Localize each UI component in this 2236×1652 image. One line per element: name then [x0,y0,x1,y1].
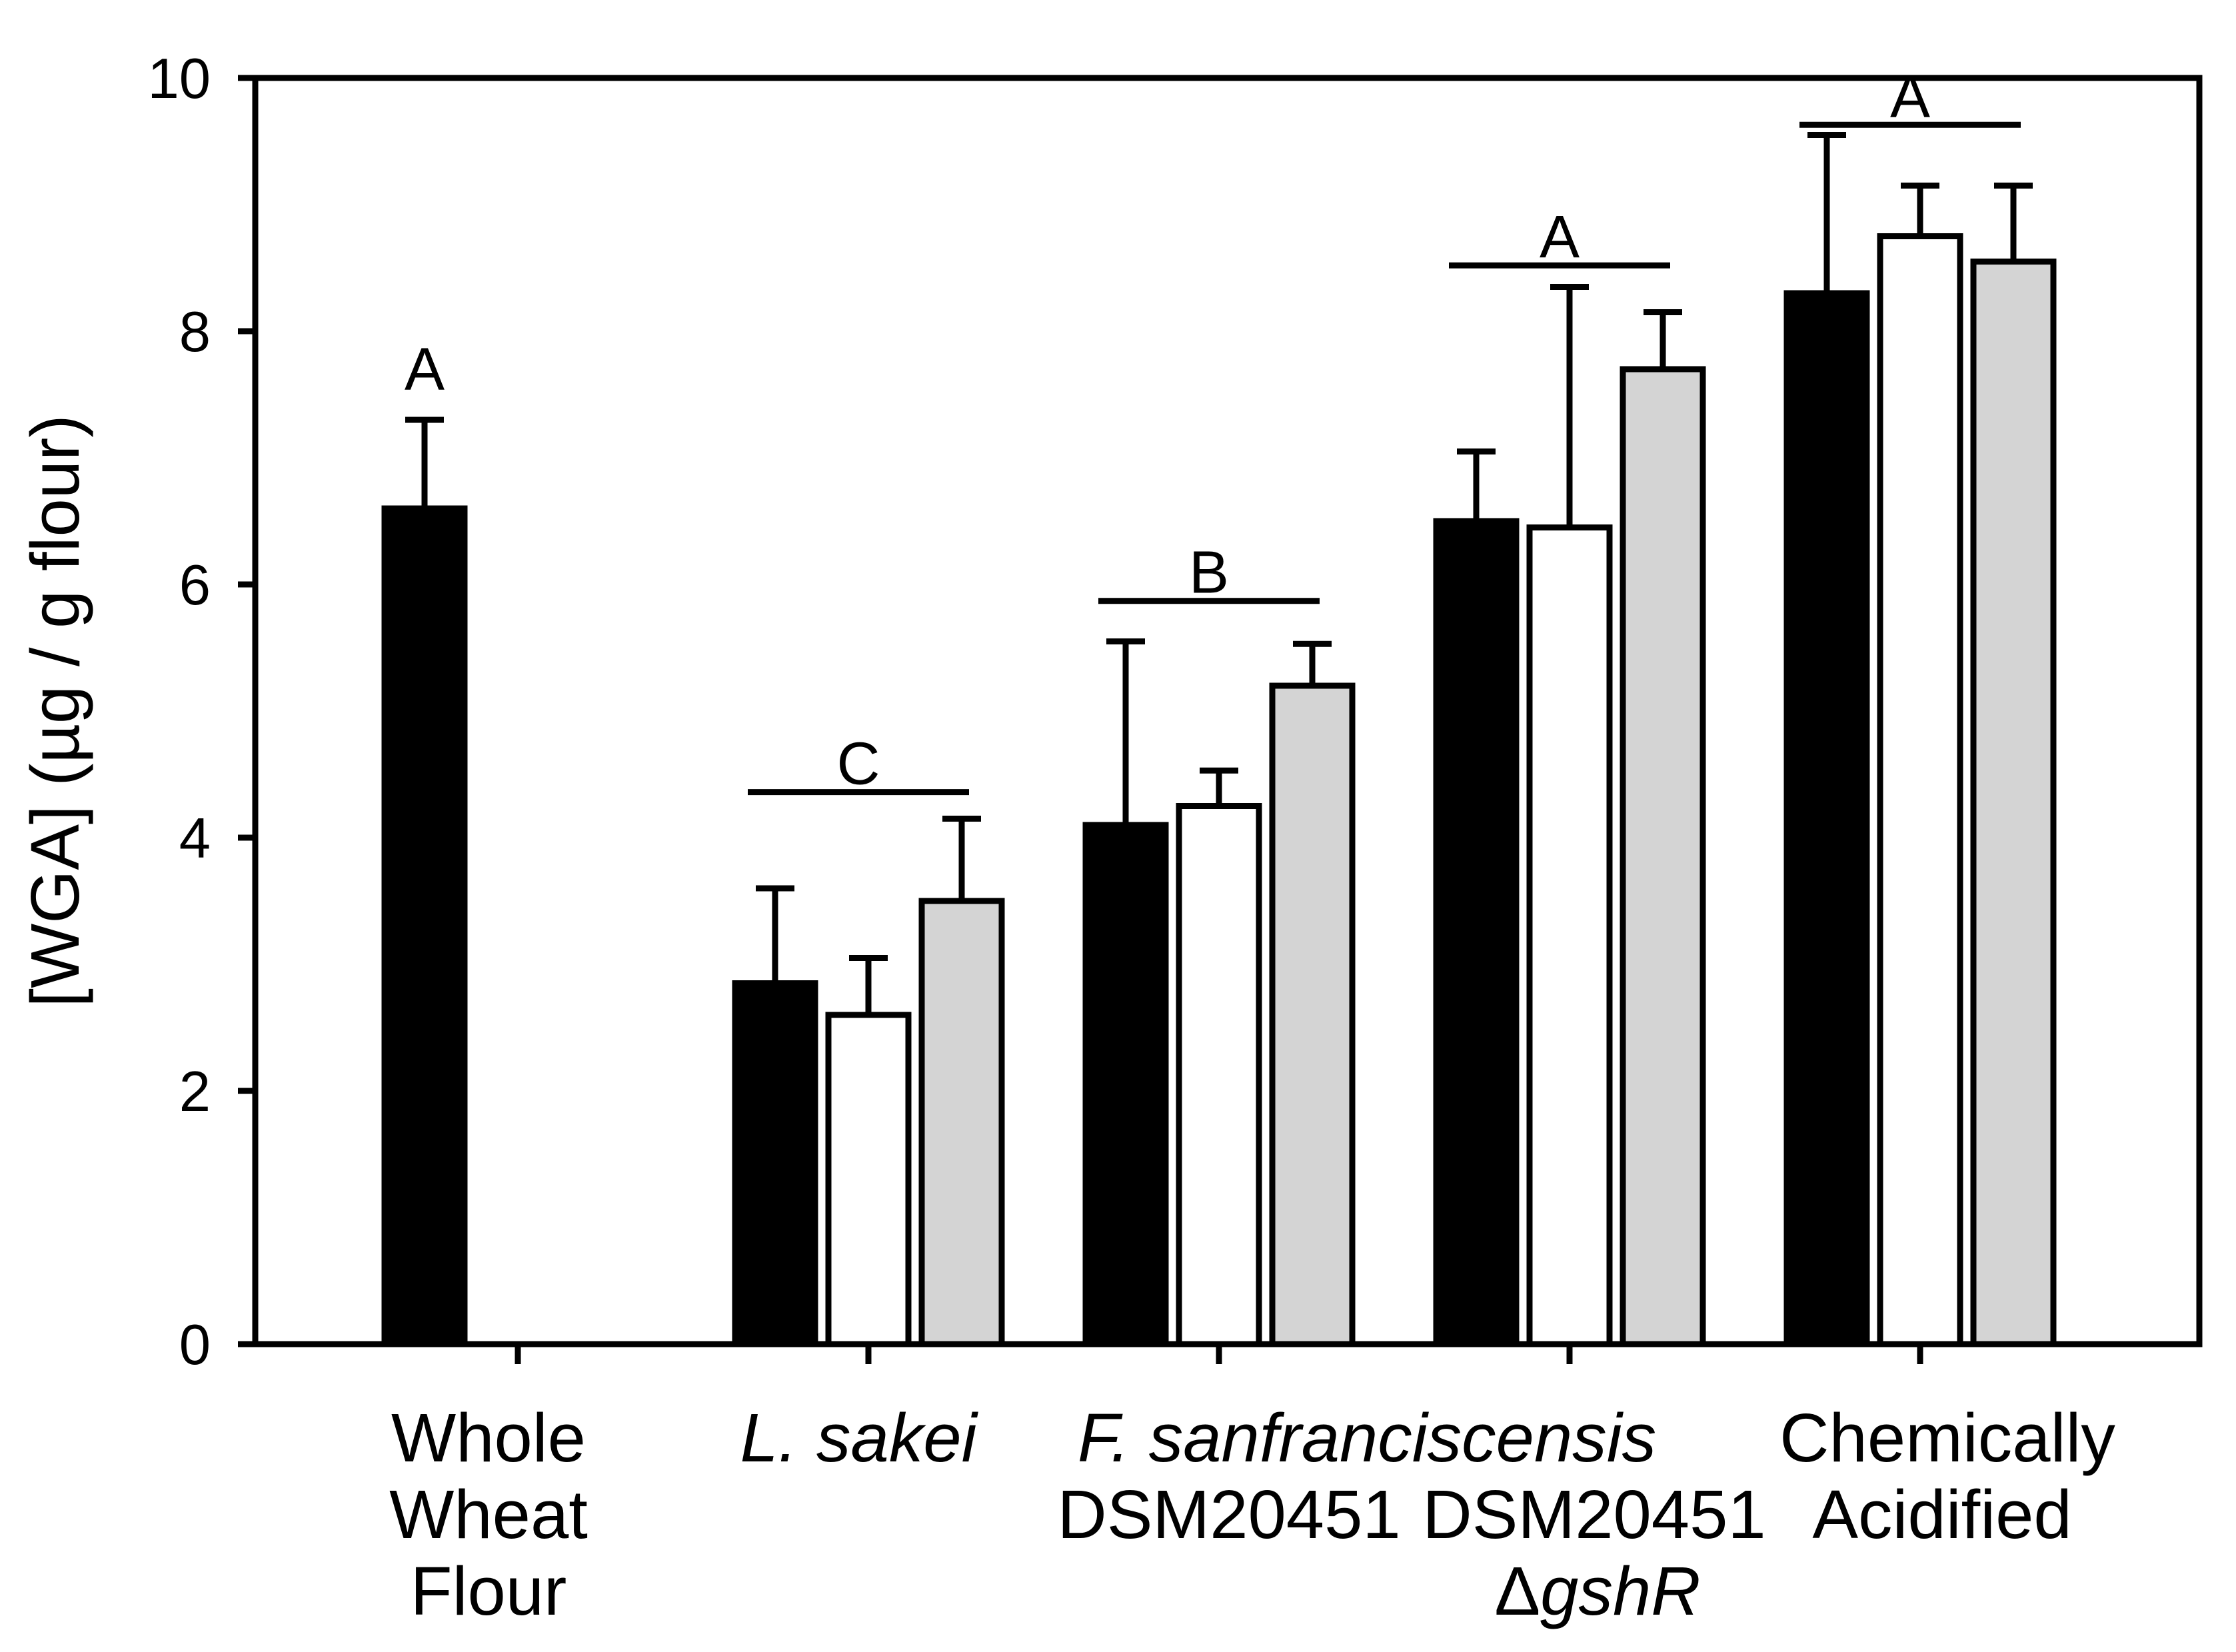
x-category-label-segment: gshR [1540,1553,1700,1629]
x-category-label-0: Whole [391,1399,586,1476]
y-tick-label-0: 0 [179,1313,211,1377]
bar-black-group0 [381,505,468,1347]
x-category-label-4: F. sanfranciscensis [1078,1399,1656,1476]
y-tick-label-10: 10 [147,47,211,111]
x-category-label-segment: Chemically [1779,1399,2115,1476]
bar-white-group1 [825,1012,912,1347]
significance-letter-1: C [837,731,880,798]
x-category-label-1: Wheat [389,1476,588,1553]
y-tick-label-4: 4 [179,807,211,870]
x-category-label-segment: Flour [411,1553,567,1629]
x-category-label-segment: Wheat [389,1476,588,1553]
bar-white-group3 [1526,524,1613,1347]
bar-gray-group4 [1970,259,2057,1347]
x-category-label-6: DSM20451 [1422,1476,1765,1553]
significance-letter-4: A [1890,63,1930,130]
x-category-label-segment: L. sakei [740,1399,979,1476]
y-axis-title: [WGA] (µg / g flour) [17,414,93,1007]
bar-gray-group2 [1269,682,1356,1347]
x-category-label-3: L. sakei [740,1399,979,1476]
y-tick-label-8: 8 [179,301,211,364]
x-category-label-segment: Acidified [1812,1476,2071,1553]
x-category-label-segment: DSM20451 [1422,1476,1765,1553]
bar-black-group3 [1433,518,1520,1347]
bar-white-group4 [1877,233,1963,1347]
x-category-label-segment: Δ [1494,1553,1540,1629]
x-category-label-segment: Whole [391,1399,586,1476]
x-category-label-segment: F. sanfranciscensis [1078,1399,1656,1476]
y-tick-label-2: 2 [179,1060,211,1124]
bar-black-group4 [1783,290,1870,1347]
bar-black-group1 [732,980,818,1347]
x-category-label-segment: DSM20451 [1057,1476,1400,1553]
x-category-label-2: Flour [411,1553,567,1629]
y-tick-label-6: 6 [179,554,211,617]
bar-gray-group3 [1620,366,1706,1347]
bar-gray-group1 [918,898,1005,1347]
significance-letter-3: A [1540,204,1580,271]
significance-letter-0: A [405,336,445,403]
x-category-label-5: DSM20451 [1057,1476,1400,1553]
bar-white-group2 [1176,803,1262,1347]
x-category-label-9: Acidified [1812,1476,2071,1553]
bar-black-group2 [1082,822,1169,1347]
x-category-label-7: ΔgshR [1494,1553,1700,1629]
x-category-label-8: Chemically [1779,1399,2115,1476]
significance-letter-2: B [1189,540,1229,606]
